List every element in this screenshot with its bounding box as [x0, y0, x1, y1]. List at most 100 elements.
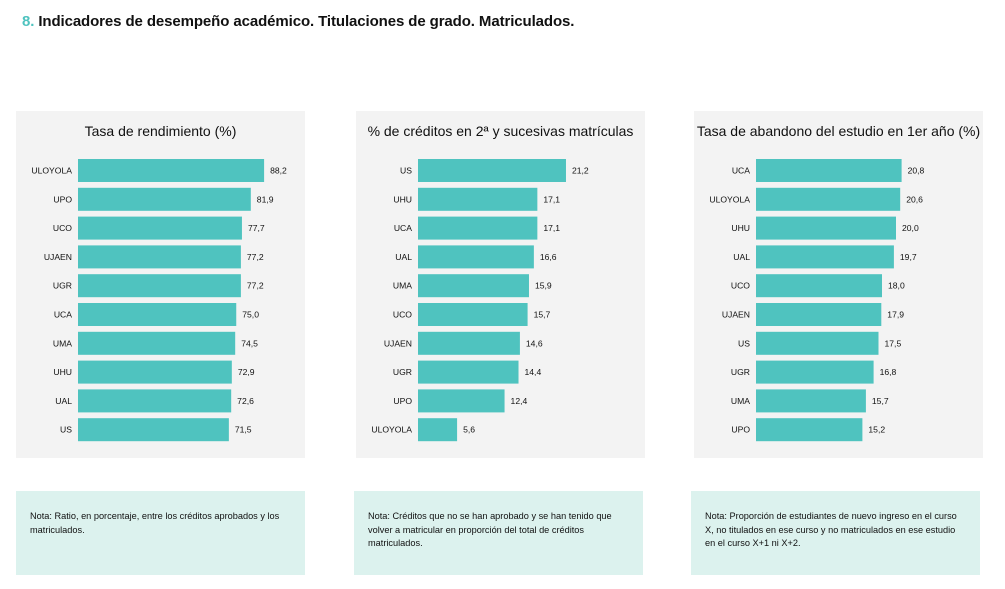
value-label: 20,6	[906, 194, 923, 204]
value-label: 14,4	[525, 367, 542, 377]
bar	[418, 360, 519, 384]
bar	[418, 245, 534, 269]
bar	[756, 245, 894, 269]
bar	[78, 245, 241, 269]
heading-title: Indicadores de desempeño académico. Titu…	[38, 13, 575, 30]
category-label: UCA	[394, 223, 412, 233]
bar	[418, 331, 520, 355]
category-label: UPO	[393, 396, 412, 406]
category-label: UCO	[731, 281, 750, 291]
value-label: 77,2	[247, 281, 264, 291]
category-label: UGR	[393, 367, 412, 377]
bar	[756, 360, 874, 384]
category-label: UHU	[731, 223, 750, 233]
chart-panel-rendimiento: Tasa de rendimiento (%) ULOYOLA 88,2 UPO 81…	[16, 111, 305, 458]
value-label: 88,2	[270, 166, 287, 176]
bar	[78, 331, 236, 355]
category-label: UAL	[395, 252, 412, 262]
category-label: US	[60, 425, 72, 435]
category-label: ULOYOLA	[371, 425, 412, 435]
category-label: UCO	[53, 223, 72, 233]
category-label: UAL	[733, 252, 750, 262]
bar	[78, 389, 232, 413]
bar	[756, 389, 866, 413]
chart-title: % de créditos en 2ª y sucesivas matrícul…	[367, 123, 634, 139]
category-label: UHU	[393, 194, 412, 204]
bar	[756, 303, 882, 326]
bar	[78, 187, 251, 211]
bar	[418, 389, 505, 413]
category-label: UHU	[53, 367, 72, 377]
category-label: UPO	[731, 425, 750, 435]
category-label: UMA	[393, 281, 412, 291]
value-label: 72,6	[237, 396, 254, 406]
bar	[756, 274, 882, 298]
value-label: 16,8	[880, 367, 897, 377]
note-creditos: Nota: Créditos que no se han aprobado y …	[354, 491, 643, 575]
chart-title: Tasa de rendimiento (%)	[84, 123, 237, 139]
value-label: 17,5	[885, 338, 902, 348]
value-label: 15,7	[534, 310, 551, 320]
value-label: 17,9	[887, 310, 904, 320]
bar	[418, 418, 458, 442]
bar	[756, 159, 902, 182]
value-label: 17,1	[543, 194, 560, 204]
value-label: 16,6	[540, 252, 557, 262]
bar	[78, 274, 241, 298]
category-label: UCO	[393, 310, 412, 320]
value-label: 21,2	[572, 166, 589, 176]
category-label: UJAEN	[44, 252, 72, 262]
bar-chart-creditos: US 21,2 UHU 17,1 UCA 17,1 UAL 16,6 UMA 15,9 UCO 15,…	[371, 159, 589, 442]
category-label: US	[400, 166, 412, 176]
value-label: 77,2	[247, 252, 264, 262]
value-label: 72,9	[238, 367, 255, 377]
value-label: 75,0	[242, 310, 259, 320]
value-label: 15,9	[535, 281, 552, 291]
value-label: 5,6	[463, 425, 475, 435]
category-label: UAL	[55, 396, 72, 406]
value-label: 17,1	[543, 223, 560, 233]
category-label: UJAEN	[384, 338, 412, 348]
bar	[756, 418, 863, 442]
page-heading: 8. Indicadores de desempeño académico. Ti…	[22, 13, 574, 30]
value-label: 20,0	[902, 223, 919, 233]
bar	[418, 303, 528, 326]
bar	[756, 187, 901, 211]
value-label: 81,9	[257, 194, 274, 204]
bar	[78, 418, 229, 442]
bar	[78, 360, 232, 384]
category-label: ULOYOLA	[31, 166, 72, 176]
category-label: UGR	[731, 367, 750, 377]
value-label: 74,5	[241, 338, 258, 348]
bar-chart-rendimiento: ULOYOLA 88,2 UPO 81,9 UCO 77,7 UJAEN 77,2 UGR 77,…	[31, 159, 287, 442]
category-label: UMA	[53, 338, 72, 348]
value-label: 18,0	[888, 281, 905, 291]
note-abandono: Nota: Proporción de estudiantes de nuevo…	[691, 491, 980, 575]
value-label: 15,2	[868, 425, 885, 435]
chart-title: Tasa de abandono del estudio en 1er año …	[696, 123, 981, 139]
category-label: UGR	[53, 281, 72, 291]
bar	[78, 303, 237, 326]
value-label: 77,7	[248, 223, 265, 233]
value-label: 71,5	[235, 425, 252, 435]
bar	[756, 331, 879, 355]
value-label: 12,4	[511, 396, 528, 406]
category-label: UMA	[731, 396, 750, 406]
heading-number: 8.	[22, 13, 35, 30]
value-label: 14,6	[526, 338, 543, 348]
bar	[756, 216, 896, 240]
note-rendimiento: Nota: Ratio, en porcentaje, entre los cr…	[16, 491, 305, 575]
bar	[418, 216, 538, 240]
category-label: ULOYOLA	[709, 194, 750, 204]
category-label: US	[738, 338, 750, 348]
bar	[78, 159, 265, 182]
value-label: 20,8	[908, 166, 925, 176]
value-label: 19,7	[900, 252, 917, 262]
category-label: UCA	[54, 310, 72, 320]
category-label: UJAEN	[722, 310, 750, 320]
category-label: UPO	[53, 194, 72, 204]
bar	[418, 274, 529, 298]
bar	[78, 216, 242, 240]
bar-chart-abandono: UCA 20,8 ULOYOLA 20,6 UHU 20,0 UAL 19,7 UCO 18,0 U…	[709, 159, 925, 442]
chart-panel-creditos: % de créditos en 2ª y sucesivas matrícul…	[356, 111, 645, 458]
